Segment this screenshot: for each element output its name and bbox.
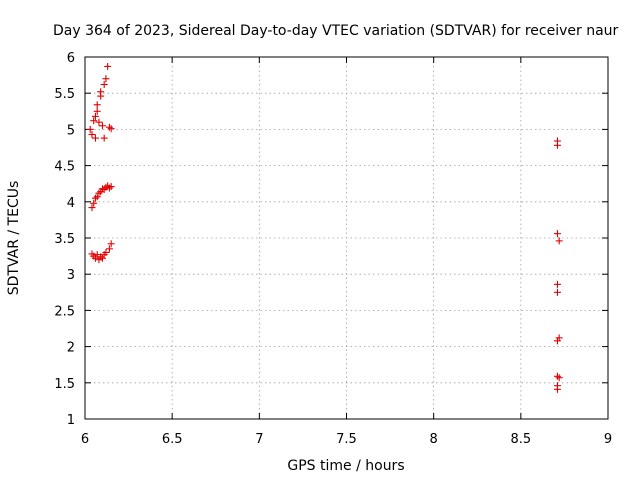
data-point	[553, 288, 561, 296]
data-point	[107, 125, 115, 133]
x-tick-label: 8.5	[510, 432, 531, 447]
data-point	[95, 189, 103, 197]
y-tick-label: 6	[67, 51, 75, 66]
data-point	[95, 118, 103, 126]
x-tick-label: 6.5	[162, 432, 183, 447]
data-point	[91, 194, 99, 202]
data-point	[553, 230, 561, 238]
data-point	[91, 254, 99, 262]
data-point	[86, 125, 94, 133]
data-point	[553, 141, 561, 149]
data-point	[98, 122, 106, 130]
data-point	[98, 185, 106, 193]
data-point	[107, 183, 115, 191]
chart-title: Day 364 of 2023, Sidereal Day-to-day VTE…	[53, 23, 619, 39]
data-point	[98, 254, 106, 262]
data-point	[105, 245, 113, 253]
data-point	[555, 374, 563, 382]
x-tick-label: 8	[430, 432, 438, 447]
data-point	[105, 123, 113, 131]
y-tick-label: 4	[67, 196, 75, 211]
data-point	[102, 75, 110, 83]
data-point	[90, 117, 98, 125]
data-point	[88, 204, 96, 212]
axis-ticks: 6 6.5 7 7.5 8 8.5 9 1 1.5 2 2.5 3 3.5 4 4.5 5 5.5 6	[54, 51, 612, 447]
y-tick-label: 2	[67, 341, 75, 356]
y-tick-label: 2.5	[54, 304, 75, 319]
data-point	[102, 183, 110, 191]
data-point	[107, 240, 115, 248]
x-tick-label: 7.5	[336, 432, 357, 447]
x-tick-label: 7	[255, 432, 263, 447]
data-point	[553, 337, 561, 345]
x-tick-label: 9	[604, 432, 612, 447]
data-point	[93, 107, 101, 115]
data-point	[88, 130, 96, 138]
y-tick-label: 4.5	[54, 160, 75, 175]
data-point	[100, 81, 108, 89]
data-point	[91, 134, 99, 142]
grid	[85, 57, 608, 419]
data-point	[100, 134, 108, 142]
data-point	[555, 237, 563, 245]
data-point	[95, 256, 103, 264]
x-axis-label: GPS time / hours	[287, 458, 404, 474]
y-axis-label: SDTVAR / TECUs	[6, 181, 22, 296]
x-tick-label: 6	[81, 432, 89, 447]
data-point	[553, 280, 561, 288]
y-tick-label: 3.5	[54, 232, 75, 247]
data-point	[93, 101, 101, 109]
y-tick-label: 1	[67, 413, 75, 428]
data-point	[102, 248, 110, 256]
y-tick-label: 5.5	[54, 87, 75, 102]
data-point	[555, 334, 563, 342]
data-point	[90, 199, 98, 207]
y-tick-label: 3	[67, 268, 75, 283]
data-point	[91, 112, 99, 120]
data-point	[553, 372, 561, 380]
data-points	[86, 62, 563, 393]
data-point	[97, 88, 105, 96]
data-point	[105, 184, 113, 192]
data-point	[93, 193, 101, 201]
y-tick-label: 5	[67, 123, 75, 138]
data-point	[553, 385, 561, 393]
y-tick-label: 1.5	[54, 377, 75, 392]
data-point	[104, 62, 112, 70]
